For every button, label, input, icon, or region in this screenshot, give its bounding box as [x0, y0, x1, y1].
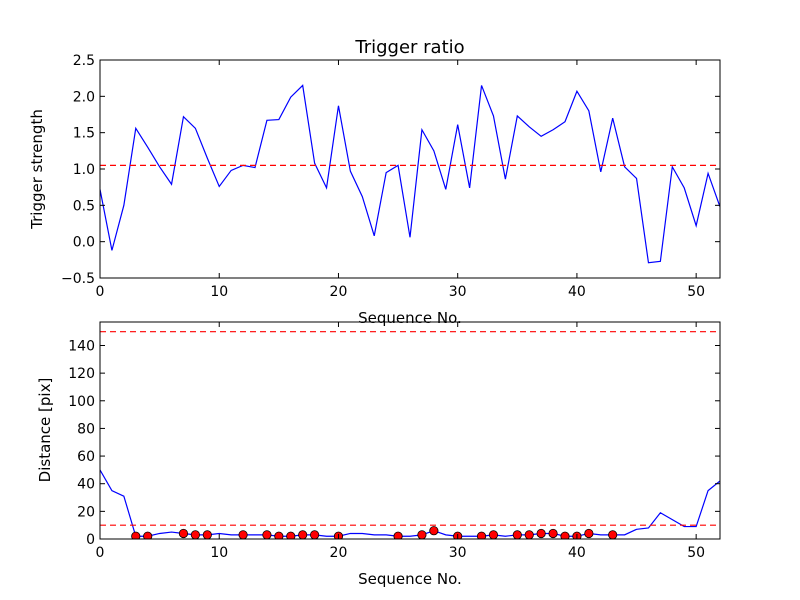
- data-point-marker: [608, 530, 618, 539]
- x-tick-label: 10: [210, 284, 228, 300]
- data-point-marker: [143, 531, 153, 539]
- x-tick-label: 40: [568, 284, 586, 300]
- x-tick-label: 50: [687, 545, 705, 561]
- y-tick-label: 0.0: [73, 235, 95, 251]
- data-point-marker: [548, 528, 558, 539]
- y-tick-label: 2.5: [73, 53, 95, 69]
- data-point-marker: [131, 531, 141, 539]
- x-tick-label: 0: [96, 284, 105, 300]
- y-tick-label: 20: [77, 504, 95, 520]
- data-point-marker: [190, 530, 200, 539]
- data-point-marker: [524, 530, 534, 539]
- top-data-layer: [100, 84, 720, 264]
- y-tick-label: 0: [86, 532, 95, 548]
- data-point-marker: [310, 530, 320, 539]
- bottom-plot-frame: [99, 321, 721, 540]
- top-tick-layer: 0 10 20 30 40 50 −0.5 0.0 0.5 1.0 1.5 2.0 2.5: [61, 53, 720, 300]
- data-point-marker: [417, 530, 427, 539]
- y-axis-label: Trigger strength: [28, 109, 46, 230]
- y-tick-label: 140: [68, 338, 95, 354]
- y-axis-label: Distance [pix]: [36, 378, 54, 483]
- x-axis-label: Sequence No.: [358, 309, 462, 327]
- data-point-marker: [536, 528, 546, 539]
- x-tick-label: 30: [449, 545, 467, 561]
- data-point-marker: [488, 530, 499, 539]
- data-point-marker: [274, 531, 284, 539]
- y-tick-label: 2.0: [73, 89, 95, 105]
- x-tick-label: 50: [687, 284, 705, 300]
- data-series-line: [100, 84, 720, 264]
- distance-subplot: 0 10 20 30 40 50 0 20 40 60 80 100 120 140 Sequence N…: [36, 321, 721, 588]
- x-axis-label: Sequence No.: [358, 570, 462, 588]
- plot-area: [100, 84, 720, 264]
- y-tick-label: 100: [68, 394, 95, 410]
- x-tick-label: 20: [330, 545, 348, 561]
- data-point-marker: [298, 530, 308, 539]
- y-tick-label: 80: [77, 421, 95, 437]
- bottom-tick-layer: 0 10 20 30 40 50 0 20 40 60 80 100 120 140: [68, 322, 720, 561]
- data-point-marker: [512, 530, 522, 539]
- y-tick-label: 1.5: [73, 126, 95, 142]
- x-tick-label: 20: [330, 284, 348, 300]
- y-tick-label: 60: [77, 449, 95, 465]
- data-point-marker: [238, 530, 248, 539]
- y-tick-label: 40: [77, 477, 95, 493]
- data-point-marker: [393, 531, 403, 539]
- y-tick-label: 1.0: [73, 162, 95, 178]
- x-tick-label: 40: [568, 545, 586, 561]
- y-tick-label: −0.5: [61, 271, 95, 287]
- y-tick-label: 0.5: [73, 198, 95, 214]
- x-tick-label: 30: [449, 284, 467, 300]
- data-point-marker: [476, 531, 487, 539]
- x-tick-label: 10: [210, 545, 228, 561]
- data-point-marker: [429, 526, 439, 536]
- x-tick-label: 0: [96, 545, 105, 561]
- data-point-marker: [262, 530, 272, 539]
- data-point-marker: [560, 531, 570, 539]
- data-point-marker: [286, 531, 296, 539]
- chart-title: Trigger ratio: [354, 37, 464, 58]
- data-point-marker: [584, 528, 594, 539]
- y-tick-label: 120: [68, 366, 95, 382]
- data-point-marker: [202, 530, 212, 539]
- data-point-marker: [178, 528, 189, 539]
